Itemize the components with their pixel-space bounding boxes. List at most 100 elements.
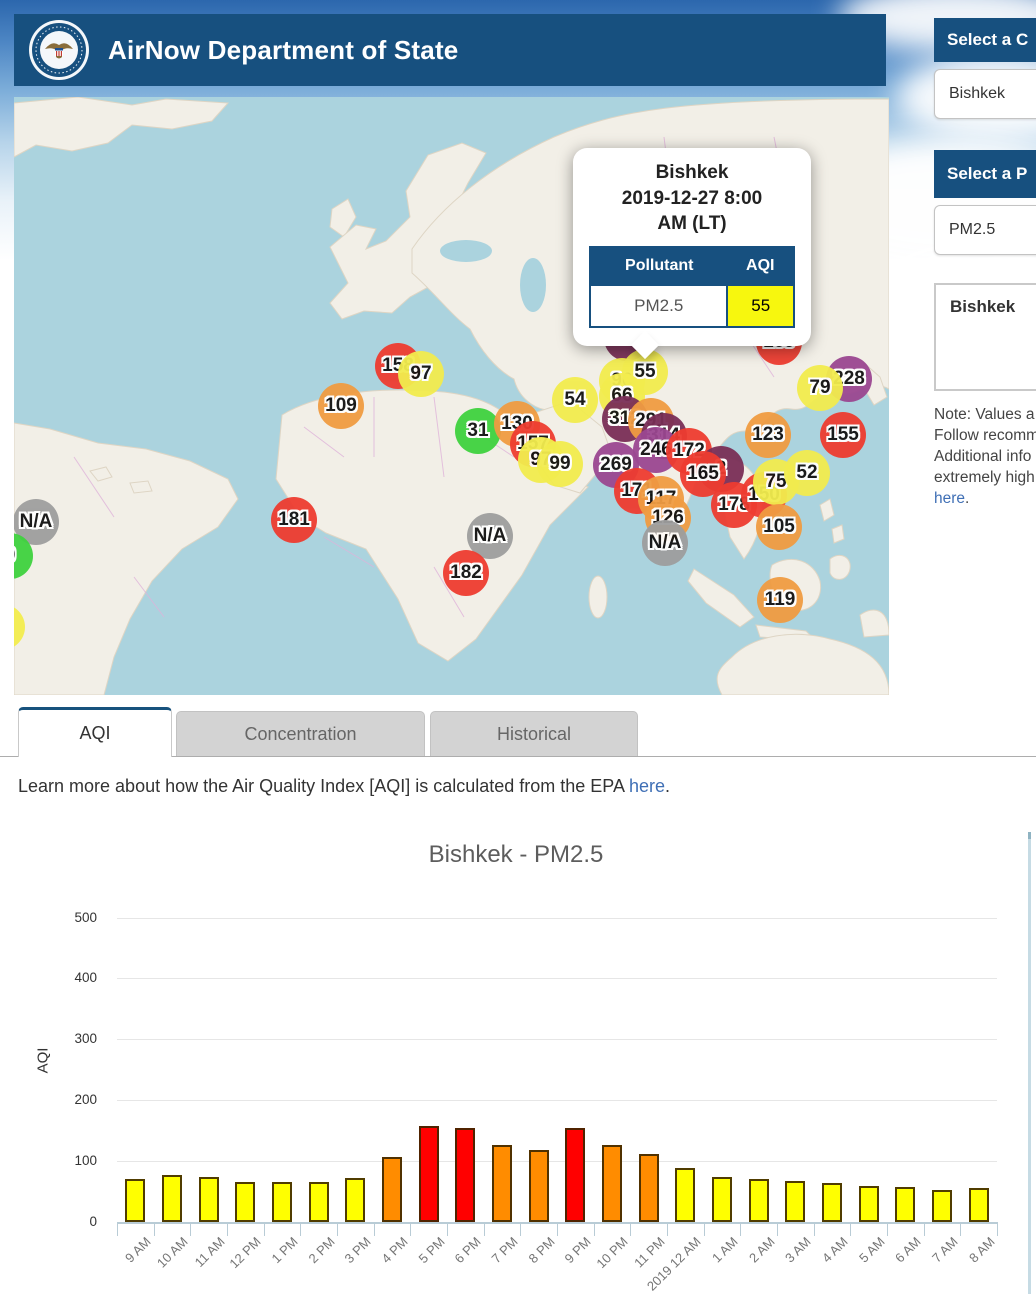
bar-9-pm[interactable] bbox=[565, 1128, 586, 1222]
aqi-marker-value: N/A bbox=[19, 511, 53, 532]
city-select-value: Bishkek bbox=[949, 85, 1006, 102]
bar-3-am[interactable] bbox=[785, 1181, 806, 1222]
city-info-panel: Bishkek bbox=[934, 283, 1036, 391]
x-axis-tick bbox=[483, 1222, 485, 1236]
aqi-marker-182[interactable]: 182 bbox=[443, 550, 489, 596]
x-axis-tick bbox=[667, 1222, 668, 1236]
aqi-marker-na[interactable]: N/A bbox=[642, 520, 688, 566]
city-info-title: Bishkek bbox=[950, 297, 1016, 316]
bar-10-pm[interactable] bbox=[602, 1145, 622, 1222]
aqi-marker-119[interactable]: 119 bbox=[757, 577, 803, 623]
state-department-seal-logo bbox=[29, 20, 89, 80]
learn-more-suffix: . bbox=[665, 776, 671, 796]
bar-1-am[interactable] bbox=[712, 1177, 732, 1222]
bar-5-pm[interactable] bbox=[418, 1126, 439, 1222]
epa-link[interactable]: here bbox=[628, 776, 666, 796]
bar-3-pm[interactable] bbox=[345, 1178, 366, 1222]
adjacent-chart-edge bbox=[1028, 832, 1031, 1294]
x-axis-tick bbox=[740, 1222, 742, 1236]
bar-8-am[interactable] bbox=[968, 1188, 989, 1222]
x-axis-tick bbox=[410, 1222, 412, 1236]
x-axis-tick bbox=[997, 1222, 998, 1236]
aqi-marker-value: 109 bbox=[325, 395, 357, 416]
x-axis-tick bbox=[520, 1222, 522, 1236]
aqi-marker-value: 155 bbox=[827, 424, 859, 445]
bar-7-am[interactable] bbox=[932, 1190, 952, 1222]
bar-4-am[interactable] bbox=[822, 1183, 842, 1222]
x-axis-tick bbox=[703, 1222, 705, 1236]
gridline-300 bbox=[117, 1039, 997, 1041]
tab-concentration[interactable]: Concentration bbox=[176, 711, 425, 756]
bar-5-am[interactable] bbox=[858, 1186, 879, 1222]
aqi-marker[interactable] bbox=[14, 604, 25, 650]
bar-2-pm[interactable] bbox=[308, 1182, 329, 1222]
tab-historical[interactable]: Historical bbox=[430, 711, 638, 756]
aqi-marker-105[interactable]: 105 bbox=[756, 504, 802, 550]
bar-2019-12-am[interactable] bbox=[675, 1168, 696, 1222]
note-line: extremely high bbox=[934, 469, 1035, 486]
popup-col-aqi: AQI bbox=[727, 246, 794, 285]
aqi-marker-181[interactable]: 181 bbox=[271, 497, 317, 543]
popup-aqi-value: 55 bbox=[726, 283, 795, 328]
bar-9-am[interactable] bbox=[125, 1179, 146, 1222]
y-axis-tick-label: 0 bbox=[89, 1214, 97, 1229]
city-select[interactable]: Bishkek bbox=[934, 69, 1036, 119]
note-line: Follow recomm bbox=[934, 427, 1036, 444]
x-axis-tick bbox=[263, 1222, 265, 1236]
learn-more-text: Learn more about how the Air Quality Ind… bbox=[18, 776, 670, 797]
aqi-marker-value: 181 bbox=[278, 509, 310, 530]
sidebar-note: Note: Values a Follow recomm Additional in… bbox=[934, 404, 1036, 509]
x-axis-tick bbox=[373, 1222, 375, 1236]
aqi-marker-value: 54 bbox=[564, 389, 586, 410]
bar-10-am[interactable] bbox=[162, 1175, 182, 1222]
bar-1-pm[interactable] bbox=[272, 1182, 292, 1222]
aqi-marker-value: 9 bbox=[14, 545, 15, 567]
aqi-marker-31[interactable]: 31 bbox=[455, 408, 501, 454]
aqi-marker-value: 119 bbox=[764, 589, 796, 610]
aqi-marker-value: 79 bbox=[809, 377, 831, 398]
tabs-divider bbox=[0, 756, 1036, 757]
aqi-marker-value: 165 bbox=[687, 463, 719, 484]
note-line: Note: Values a bbox=[934, 406, 1035, 423]
pollutant-select[interactable]: PM2.5 bbox=[934, 205, 1036, 255]
gridline-500 bbox=[117, 917, 997, 919]
bar-8-pm[interactable] bbox=[528, 1150, 549, 1222]
aqi-marker-52[interactable]: 52 bbox=[784, 450, 830, 496]
aqi-bar-chart: Bishkek - PM2.5 AQI 0 100 200 300 400 500 9 AM… bbox=[0, 830, 1036, 1294]
aqi-marker-value: 31 bbox=[467, 420, 489, 441]
tab-aqi[interactable]: AQI bbox=[18, 707, 172, 757]
aqi-marker-value: 246 bbox=[640, 439, 672, 460]
note-here-link[interactable]: here bbox=[934, 490, 966, 507]
x-axis-tick bbox=[190, 1222, 192, 1236]
bar-11-pm[interactable] bbox=[638, 1154, 659, 1222]
bar-7-pm[interactable] bbox=[492, 1145, 512, 1222]
bar-6-pm[interactable] bbox=[455, 1128, 476, 1222]
bar-12-pm[interactable] bbox=[235, 1182, 256, 1222]
aqi-marker-109[interactable]: 109 bbox=[318, 383, 364, 429]
bar-11-am[interactable] bbox=[198, 1177, 219, 1222]
aqi-marker-79[interactable]: 79 bbox=[797, 365, 843, 411]
select-pollutant-label: Select a P bbox=[934, 150, 1036, 198]
y-axis-tick-label: 200 bbox=[74, 1092, 97, 1108]
bar-4-pm[interactable] bbox=[382, 1157, 402, 1222]
x-axis-tick bbox=[630, 1222, 632, 1236]
adjacent-chart-edge-cap bbox=[1028, 832, 1031, 839]
aqi-marker-9[interactable]: 9 bbox=[14, 533, 33, 579]
aqi-marker-54[interactable]: 54 bbox=[552, 377, 598, 423]
aqi-marker-155[interactable]: 155 bbox=[820, 412, 866, 458]
bar-2-am[interactable] bbox=[748, 1179, 769, 1222]
gridline-400 bbox=[117, 978, 997, 980]
popup-pollutant-value: PM2.5 bbox=[588, 283, 729, 328]
aqi-marker-value: 75 bbox=[765, 471, 787, 492]
aqi-marker-97[interactable]: 97 bbox=[398, 351, 444, 397]
aqi-marker-value: 269 bbox=[600, 454, 632, 475]
aqi-marker-value: 99 bbox=[549, 453, 571, 474]
world-aqi-map[interactable]: 1589710954311301579799965566312291314246… bbox=[14, 97, 889, 695]
x-axis-tick bbox=[593, 1222, 595, 1236]
aqi-marker-123[interactable]: 123 bbox=[745, 412, 791, 458]
bar-6-am[interactable] bbox=[895, 1187, 916, 1222]
x-axis-tick bbox=[850, 1222, 852, 1236]
aqi-marker-99[interactable]: 99 bbox=[537, 441, 583, 487]
y-axis-tick-label: 500 bbox=[74, 909, 97, 925]
learn-more-prefix: Learn more about how the Air Quality Ind… bbox=[18, 776, 629, 796]
